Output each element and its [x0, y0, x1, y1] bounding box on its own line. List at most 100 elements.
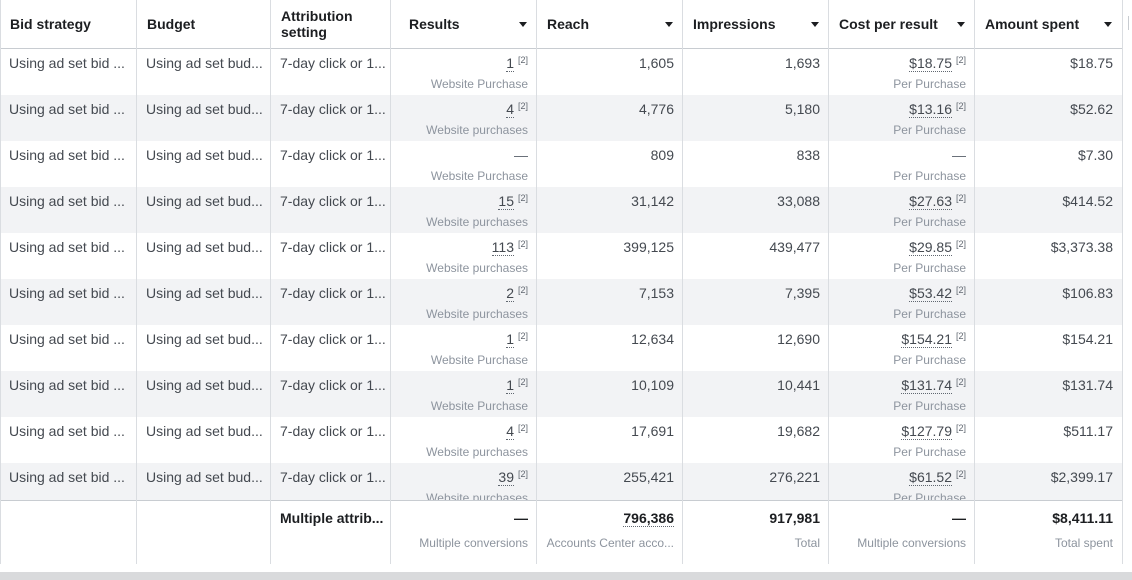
cell-results-value[interactable]: 1 [506, 55, 514, 72]
cell-reach-value: 399,125 [623, 239, 674, 255]
cell-budget-value: Using ad set bud... [146, 55, 263, 71]
footnote-marker[interactable]: [2] [955, 377, 966, 387]
totals-amount-spent-value: $8,411.11 [1052, 510, 1113, 526]
cell-results-value[interactable]: 1 [506, 331, 514, 348]
column-header-attribution-setting[interactable]: Attribution setting [271, 0, 391, 48]
table-row[interactable]: Using ad set bid ... Using ad set bud... 7… [0, 141, 1122, 187]
totals-reach-value[interactable]: 796,386 [623, 510, 674, 527]
totals-impressions: 917,981 Total [683, 501, 829, 565]
cell-budget-value: Using ad set bud... [146, 377, 263, 393]
cell-cost-per-result-value[interactable]: $154.21 [901, 331, 952, 348]
scroll-edge [1122, 0, 1132, 564]
cell-cost-per-result-value[interactable]: $131.74 [901, 377, 952, 394]
cell-attribution-value: 7-day click or 1... [280, 331, 386, 347]
footnote-marker[interactable]: [2] [517, 331, 528, 341]
column-header-results[interactable]: Results [391, 0, 537, 48]
cell-results-value[interactable]: 39 [498, 469, 514, 486]
horizontal-scrollbar[interactable] [0, 572, 1132, 580]
footnote-marker[interactable]: [2] [955, 469, 966, 479]
cell-results-caption: Website purchases [426, 261, 528, 275]
footnote-marker[interactable]: [2] [517, 285, 528, 295]
column-divider[interactable] [828, 0, 829, 564]
footnote-marker[interactable]: [2] [517, 193, 528, 203]
cell-results-value[interactable]: 2 [506, 285, 514, 302]
footnote-marker[interactable]: [2] [517, 101, 528, 111]
footnote-marker[interactable]: [2] [517, 377, 528, 387]
sort-caret-icon[interactable] [957, 21, 965, 27]
footnote-marker[interactable]: [2] [955, 239, 966, 249]
cell-results-value[interactable]: 4 [506, 423, 514, 440]
cell-cost-per-result-value[interactable]: $13.16 [909, 101, 952, 118]
footnote-marker[interactable]: [2] [955, 423, 966, 433]
cell-impressions: 7,395 [683, 279, 829, 325]
footnote-marker[interactable]: [2] [517, 469, 528, 479]
cell-reach-value: 31,142 [631, 193, 674, 209]
cell-bid-strategy-value: Using ad set bid ... [9, 285, 125, 301]
cell-attribution: 7-day click or 1... [271, 187, 391, 233]
column-divider[interactable] [974, 0, 975, 564]
table-row[interactable]: Using ad set bid ... Using ad set bud... 7… [0, 233, 1122, 279]
footnote-marker[interactable]: [2] [517, 423, 528, 433]
column-divider [0, 0, 1, 564]
column-header-impressions[interactable]: Impressions [683, 0, 829, 48]
column-divider[interactable] [136, 0, 137, 564]
column-header-label: Amount spent [985, 16, 1080, 32]
cell-cost-per-result-value[interactable]: $27.63 [909, 193, 952, 210]
footnote-marker[interactable]: [2] [955, 101, 966, 111]
cell-impressions: 10,441 [683, 371, 829, 417]
footnote-marker[interactable]: [2] [517, 239, 528, 249]
cell-bid-strategy-value: Using ad set bid ... [9, 377, 125, 393]
cell-attribution-value: 7-day click or 1... [280, 239, 386, 255]
column-divider[interactable] [536, 0, 537, 564]
cell-results-caption: Website purchases [426, 123, 528, 137]
cell-amount-spent: $2,399.17 [975, 463, 1122, 500]
sort-caret-icon[interactable] [811, 21, 819, 27]
column-divider[interactable] [390, 0, 391, 564]
cell-budget: Using ad set bud... [137, 279, 271, 325]
cell-results-value[interactable]: 15 [498, 193, 514, 210]
column-divider[interactable] [270, 0, 271, 564]
table-row[interactable]: Using ad set bid ... Using ad set bud... 7… [0, 279, 1122, 325]
cell-cost-per-result-value[interactable]: $61.52 [909, 469, 952, 486]
table-row[interactable]: Using ad set bid ... Using ad set bud... 7… [0, 325, 1122, 371]
column-header-cost-per-result[interactable]: Cost per result [829, 0, 975, 48]
cell-results-value[interactable]: 1 [506, 377, 514, 394]
footnote-marker[interactable]: [2] [955, 285, 966, 295]
cell-cost-per-result-caption: Per Purchase [893, 169, 966, 183]
cell-budget: Using ad set bud... [137, 325, 271, 371]
cell-cost-per-result-value[interactable]: $29.85 [909, 239, 952, 256]
footnote-marker[interactable]: [2] [955, 193, 966, 203]
cell-cost-per-result-caption: Per Purchase [893, 307, 966, 321]
cell-cost-per-result-value[interactable]: $53.42 [909, 285, 952, 302]
cell-cost-per-result-value[interactable]: $18.75 [909, 55, 952, 72]
column-header-amount-spent[interactable]: Amount spent [975, 0, 1122, 48]
cell-results: 2 [2] Website purchases [391, 279, 537, 325]
column-header-bid-strategy[interactable]: Bid strategy [0, 0, 137, 48]
column-header-budget[interactable]: Budget [137, 0, 271, 48]
cell-cost-per-result: — Per Purchase [829, 141, 975, 187]
table-row[interactable]: Using ad set bid ... Using ad set bud... 7… [0, 371, 1122, 417]
cell-bid-strategy: Using ad set bid ... [0, 417, 137, 463]
table-row[interactable]: Using ad set bid ... Using ad set bud... 7… [0, 463, 1122, 500]
cell-results-value[interactable]: 4 [506, 101, 514, 118]
cell-bid-strategy-value: Using ad set bid ... [9, 55, 125, 71]
footnote-marker[interactable]: [2] [955, 55, 966, 65]
table-row[interactable]: Using ad set bid ... Using ad set bud... 7… [0, 49, 1122, 95]
cell-bid-strategy: Using ad set bid ... [0, 279, 137, 325]
footnote-marker[interactable]: [2] [955, 331, 966, 341]
cell-results-value[interactable]: 113 [491, 239, 514, 256]
column-header-reach[interactable]: Reach [537, 0, 683, 48]
table-row[interactable]: Using ad set bid ... Using ad set bud... 7… [0, 417, 1122, 463]
table-row[interactable]: Using ad set bid ... Using ad set bud... 7… [0, 187, 1122, 233]
footnote-marker[interactable]: [2] [517, 55, 528, 65]
sort-caret-icon[interactable] [1104, 21, 1112, 27]
table-row[interactable]: Using ad set bid ... Using ad set bud... 7… [0, 95, 1122, 141]
cell-results: 1 [2] Website Purchase [391, 371, 537, 417]
column-divider[interactable] [682, 0, 683, 564]
sort-caret-icon[interactable] [519, 21, 527, 27]
cell-reach: 12,634 [537, 325, 683, 371]
sort-caret-icon[interactable] [665, 21, 673, 27]
totals-cost-per-result-caption: Multiple conversions [857, 536, 966, 550]
cell-cost-per-result-value[interactable]: $127.79 [901, 423, 952, 440]
cell-results-caption: Website purchases [426, 491, 528, 500]
